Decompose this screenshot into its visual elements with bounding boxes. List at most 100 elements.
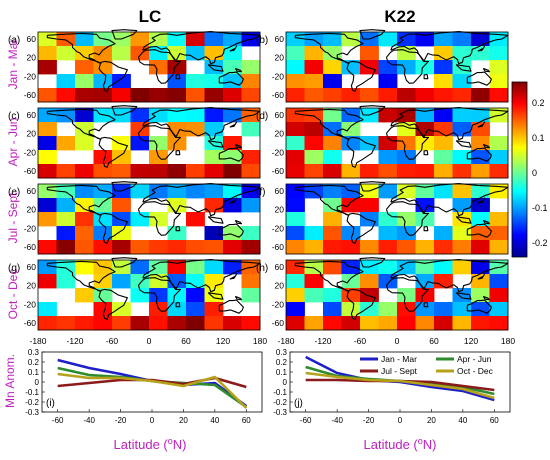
anomaly-cell — [471, 108, 490, 123]
coastline — [98, 288, 128, 320]
coastline — [455, 292, 472, 300]
anomaly-cell — [167, 288, 187, 303]
anomaly-cell — [167, 136, 187, 151]
anomaly-cell — [130, 108, 150, 123]
anomaly-cell — [286, 88, 305, 103]
coastline — [111, 181, 138, 192]
colorbar: 0.2 0.1 0 -0.1 -0.2 — [511, 81, 548, 258]
anomaly-cell — [149, 260, 168, 275]
anomaly-cell — [323, 316, 342, 331]
anomaly-cell — [489, 60, 509, 75]
anomaly-cell — [241, 60, 261, 75]
anomaly-cell — [304, 60, 324, 75]
anomaly-cell — [434, 226, 453, 241]
lat-tick: 60 — [275, 186, 285, 196]
lat-tick: -20 — [24, 299, 37, 309]
lat-tick: -20 — [272, 147, 285, 157]
anomaly-cell — [204, 260, 224, 275]
map-panel: (a) 60 20 -20 -60 — [8, 29, 261, 103]
y-tick-label: -0.2 — [273, 398, 287, 407]
coastline — [466, 147, 492, 162]
anomaly-cell — [434, 150, 453, 165]
anomaly-cell — [204, 88, 224, 103]
anomaly-cell — [223, 316, 242, 331]
anomaly-cell — [360, 88, 379, 103]
anomaly-cell — [415, 260, 435, 275]
map-panel: (h) 60 20 -20 -60 — [256, 257, 509, 331]
lon-tick: 60 — [181, 336, 191, 346]
anomaly-cell — [112, 198, 131, 213]
y-tick-label: -0.3 — [25, 408, 39, 417]
x-tick-label: -60 — [52, 416, 64, 425]
anomaly-cell — [397, 316, 416, 331]
colorbar-tick: 0 — [532, 168, 537, 178]
y-tick-label: -0.3 — [273, 408, 287, 417]
lon-tick: 0 — [147, 336, 152, 346]
anomaly-cell — [241, 88, 261, 103]
anomaly-cell — [434, 136, 453, 151]
anomaly-cell — [378, 302, 398, 317]
anomaly-cell — [304, 240, 324, 255]
anomaly-cell — [112, 164, 131, 179]
panel-letter: (f) — [256, 187, 265, 198]
anomaly-cell — [434, 74, 453, 89]
anomaly-cell — [167, 108, 187, 123]
coastline — [229, 273, 238, 280]
line-chart-xlabels: Latitude (oN) Latitude (oN) — [114, 436, 437, 452]
anomaly-cell — [434, 108, 453, 123]
lon-tick: -180 — [277, 336, 294, 346]
anomaly-cell — [452, 240, 472, 255]
x-tick-label: -40 — [331, 416, 343, 425]
anomaly-cell — [452, 316, 472, 331]
anomaly-cell — [75, 32, 94, 47]
anomaly-cell — [56, 136, 76, 151]
coastline — [294, 108, 364, 140]
anomaly-cell — [204, 226, 224, 241]
anomaly-cell — [167, 184, 187, 199]
anomaly-cell — [415, 184, 435, 199]
anomaly-cell — [323, 108, 342, 123]
map-panel: (g) 60 20 -20 -60 — [8, 257, 261, 331]
anomaly-cell — [378, 226, 398, 241]
anomaly-cell — [434, 164, 453, 179]
anomaly-cell — [93, 60, 113, 75]
anomaly-cell — [241, 74, 261, 89]
anomaly-cell — [112, 74, 131, 89]
anomaly-cell — [323, 288, 342, 303]
anomaly-cell — [415, 316, 435, 331]
coastline — [423, 149, 429, 156]
colorbar-tick: -0.1 — [532, 203, 548, 213]
anomaly-cell — [149, 212, 168, 227]
column-title-k22: K22 — [384, 7, 415, 26]
anomaly-cell — [149, 184, 168, 199]
lat-tick: -20 — [272, 71, 285, 81]
coastline — [482, 67, 491, 73]
coastline — [46, 108, 116, 140]
anomaly-cell — [434, 260, 453, 275]
anomaly-cell — [38, 212, 57, 227]
map-frame — [37, 107, 261, 179]
colorbar-gradient — [511, 81, 528, 258]
anomaly-cell — [489, 88, 509, 103]
coastline — [234, 295, 243, 301]
anomaly-cell — [186, 46, 205, 61]
anomaly-cell — [38, 198, 57, 213]
coastline — [207, 216, 224, 224]
anomaly-cell — [56, 88, 76, 103]
coastline — [294, 32, 364, 64]
anomaly-cell — [286, 136, 305, 151]
anomaly-cell — [38, 60, 57, 75]
anomaly-cell — [489, 136, 509, 151]
anomaly-cell — [167, 164, 187, 179]
anomaly-cell — [167, 60, 187, 75]
anomaly-cell — [378, 316, 398, 331]
anomaly-cell — [397, 184, 416, 199]
coastline — [455, 216, 472, 224]
x-tick-label: -60 — [300, 416, 312, 425]
lon-tick: 120 — [216, 336, 230, 346]
lat-tick: -60 — [272, 166, 285, 176]
anomaly-cell — [341, 316, 361, 331]
lon-tick: 180 — [253, 336, 267, 346]
anomaly-cell — [397, 136, 416, 151]
anomaly-cell — [112, 240, 131, 255]
